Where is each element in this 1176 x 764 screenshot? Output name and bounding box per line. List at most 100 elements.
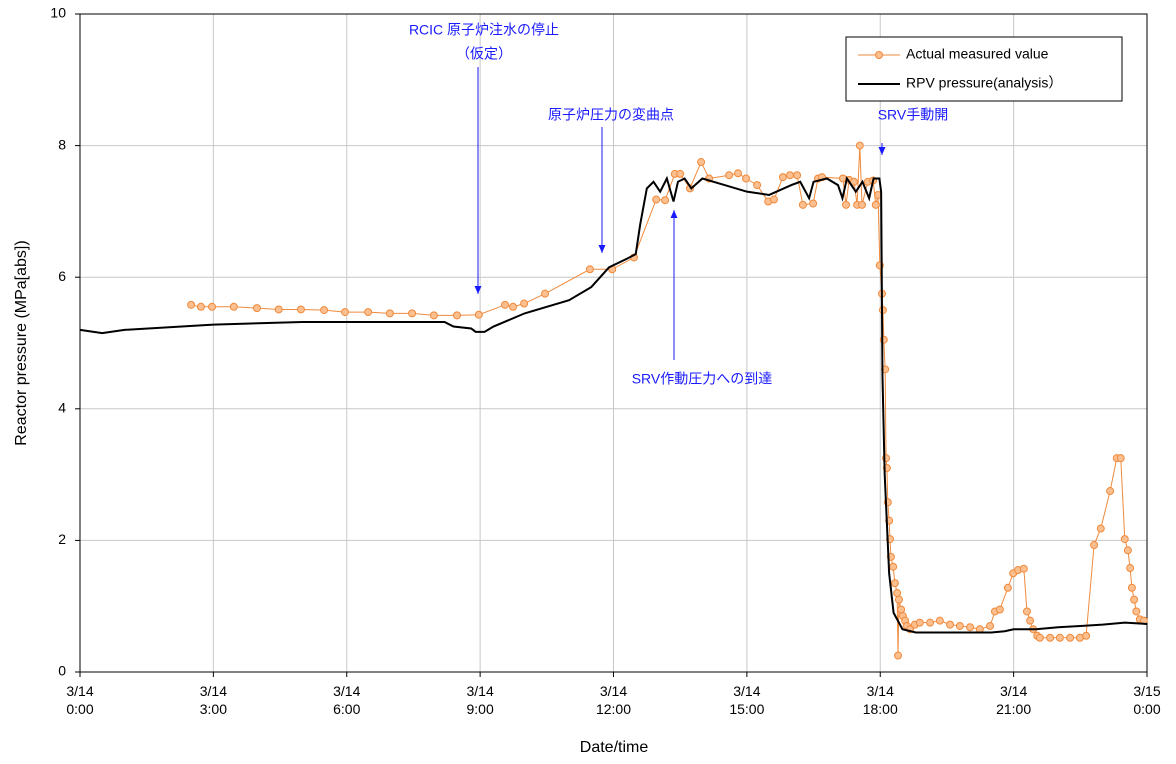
data-point (1066, 633, 1075, 642)
annotation: SRV手動開 (878, 107, 949, 123)
data-point (1116, 454, 1125, 463)
arrow-head (670, 210, 678, 218)
data-point (1003, 583, 1012, 592)
data-point (893, 589, 902, 598)
y-tick-label: 2 (58, 531, 66, 547)
data-point (1130, 595, 1139, 604)
x-tick-label: 3/15 0:00 (1133, 683, 1161, 717)
x-tick-label: 3/14 15:00 (729, 683, 765, 717)
data-point (955, 621, 964, 630)
data-point (793, 171, 802, 180)
data-point (995, 605, 1004, 614)
data-point (520, 299, 529, 308)
data-point (889, 562, 898, 571)
x-tick-label: 3/14 12:00 (595, 683, 632, 717)
data-point (408, 309, 417, 318)
data-point (1126, 564, 1135, 573)
data-point (1106, 487, 1115, 496)
data-point (208, 302, 217, 311)
y-tick-label: 6 (58, 268, 66, 284)
data-point (1019, 564, 1028, 573)
data-point (915, 618, 924, 627)
data-point (364, 308, 373, 317)
data-point (871, 200, 880, 209)
data-point (1055, 633, 1064, 642)
x-tick-label: 3/14 18:00 (862, 683, 898, 717)
data-point (453, 311, 462, 320)
data-point (1026, 616, 1035, 625)
data-point (501, 300, 510, 309)
data-point (320, 306, 329, 315)
data-point (1132, 607, 1141, 616)
data-point (1046, 633, 1055, 642)
legend-label: Actual measured value (906, 46, 1049, 62)
y-tick-label: 4 (58, 400, 66, 416)
data-point (1127, 583, 1136, 592)
data-point (809, 199, 818, 208)
x-tick-label: 3/14 3:00 (199, 683, 227, 717)
y-tick-label: 10 (50, 5, 66, 21)
plot-frame (79, 13, 1148, 673)
legend-label: RPV pressure(analysis） (906, 75, 1062, 91)
data-point (1096, 524, 1105, 533)
data-point (340, 308, 349, 317)
data-point (541, 289, 550, 298)
data-point (986, 621, 995, 630)
data-point (894, 595, 903, 604)
data-point (474, 310, 483, 319)
data-point (1082, 631, 1091, 640)
data-point (385, 309, 394, 318)
x-tick-label: 3/14 0:00 (66, 683, 94, 717)
data-point (509, 302, 518, 311)
data-point (785, 171, 794, 180)
legend-marker (875, 51, 883, 59)
data-point (769, 195, 778, 204)
legend: Actual measured value RPV pressure(analys… (845, 36, 1123, 102)
data-point (778, 173, 787, 182)
data-point (676, 169, 685, 178)
data-point (897, 605, 906, 614)
data-point (926, 618, 935, 627)
data-point (1090, 541, 1099, 550)
data-point (855, 141, 864, 150)
x-tick-label: 3/14 21:00 (996, 683, 1032, 717)
data-point (274, 305, 283, 314)
x-tick-label: 3/14 6:00 (333, 683, 361, 717)
data-point (296, 305, 305, 314)
data-point (1035, 633, 1044, 642)
data-point (894, 651, 903, 660)
annotation: SRV作動圧力への到達 (632, 371, 773, 387)
data-point (753, 181, 762, 190)
data-point (1123, 546, 1132, 555)
data-point (850, 177, 859, 186)
x-axis-title: Date/time (580, 739, 649, 756)
data-point (1022, 607, 1031, 616)
data-point (725, 171, 734, 180)
arrow-head (474, 286, 482, 294)
data-point (652, 195, 661, 204)
data-point (741, 174, 750, 183)
data-point (252, 304, 261, 313)
y-tick-label: 8 (58, 136, 66, 152)
data-point (966, 623, 975, 632)
data-point (858, 200, 867, 209)
data-point (842, 200, 851, 209)
data-point (798, 200, 807, 209)
arrow-head (878, 147, 886, 155)
data-point (733, 169, 742, 178)
data-point (187, 300, 196, 309)
annotation: （仮定） (456, 46, 512, 62)
data-point (890, 579, 899, 588)
data-point (946, 620, 955, 629)
data-point (661, 196, 670, 205)
data-point (229, 302, 238, 311)
arrow-head (598, 245, 606, 253)
data-point (196, 302, 205, 311)
data-point (429, 311, 438, 320)
y-tick-label: 0 (58, 663, 66, 679)
series-line (191, 145, 1145, 656)
data-point (935, 616, 944, 625)
series-line (79, 175, 1148, 634)
